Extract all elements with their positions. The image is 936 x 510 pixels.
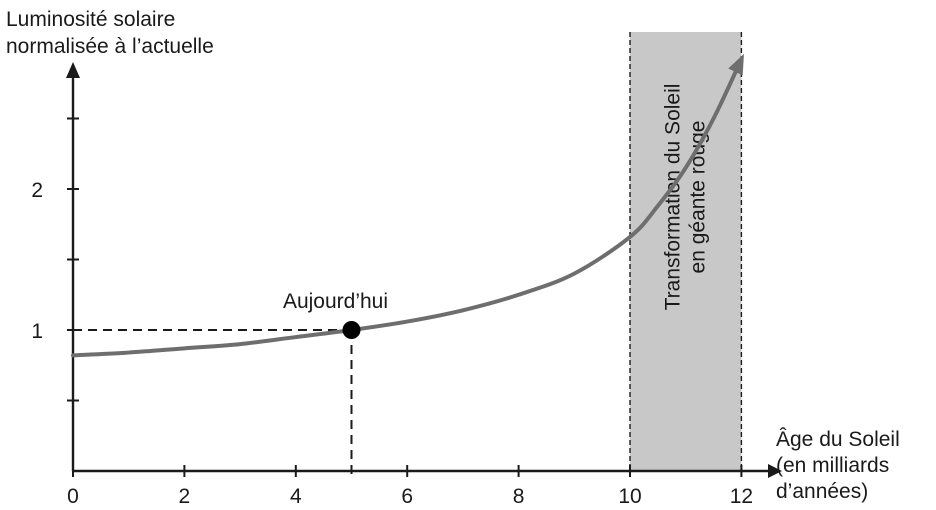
y-axis: 12: [31, 62, 80, 471]
x-tick-label: 2: [179, 485, 191, 508]
x-axis-title-line-1: Âge du Soleil: [776, 428, 900, 451]
shaded-band: [630, 32, 742, 471]
y-tick-label: 1: [31, 320, 43, 343]
y-axis-arrowhead: [66, 62, 80, 78]
y-tick-label: 2: [31, 179, 43, 202]
x-axis: 0 2 4 6 8 10 12: [67, 464, 782, 508]
x-tick-label: 0: [67, 485, 79, 508]
x-tick-label: 4: [290, 485, 302, 508]
y-axis-title: Luminosité solaire normalisée à l’actuel…: [6, 6, 214, 60]
curve-arrowhead: [728, 53, 744, 76]
guide-lines: [73, 329, 353, 475]
x-axis-title: Âge du Soleil (en milliards d’années): [776, 427, 900, 505]
today-point: [342, 321, 361, 339]
luminosity-curve: [71, 57, 744, 358]
band-label-line-1: Transformation du Soleil: [662, 84, 685, 311]
x-axis-title-line-3: d’années): [776, 480, 869, 503]
x-axis-arrowhead: [768, 464, 782, 478]
x-tick-label: 8: [513, 485, 525, 508]
x-axis-title-line-2: (en milliards: [776, 454, 890, 477]
x-tick-label: 6: [401, 485, 413, 508]
y-axis-title-line-2: normalisée à l’actuelle: [6, 35, 214, 58]
x-tick-label: 12: [730, 485, 753, 508]
y-axis-title-line-1: Luminosité solaire: [6, 8, 176, 31]
x-tick-label: 10: [618, 485, 641, 508]
today-label: Aujourd’hui: [283, 290, 388, 313]
